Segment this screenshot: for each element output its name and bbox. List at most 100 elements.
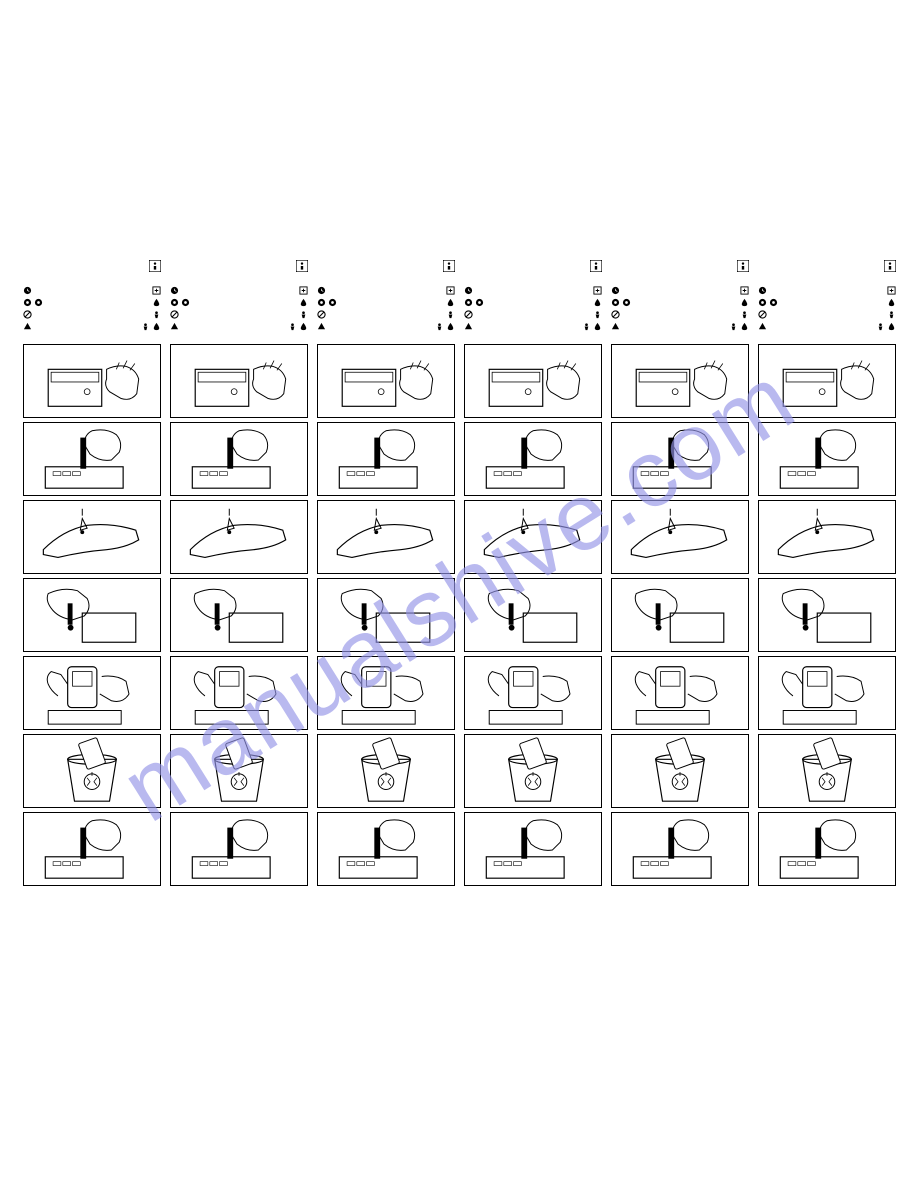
legend-icon-row: [611, 310, 749, 319]
icon-drop-icon: [152, 298, 161, 307]
icon-gear-icon: [622, 298, 631, 307]
icon-no-icon: [317, 310, 326, 319]
icon-no-icon: [464, 310, 473, 319]
step-illustration-3: [611, 500, 749, 574]
legend-icon-row: [170, 298, 308, 307]
icon-plus-icon: [887, 286, 896, 295]
icon-plus-icon: [593, 286, 602, 295]
icon-person-icon: [141, 322, 150, 331]
step-illustration-5: [464, 656, 602, 730]
icon-plus-icon: [740, 286, 749, 295]
icon-no-icon: [758, 310, 767, 319]
step-illustration-3: [23, 500, 161, 574]
step-illustration-4: [758, 578, 896, 652]
icon-person-icon: [446, 310, 455, 319]
legend-icon-row: [317, 310, 455, 319]
info-icon: [296, 260, 308, 272]
icon-person-icon: [593, 310, 602, 319]
instruction-column: [464, 260, 602, 890]
icon-person-icon: [729, 322, 738, 331]
icon-warn-icon: [23, 322, 32, 331]
step-illustration-2: [464, 422, 602, 496]
legend-icon-row: [23, 298, 161, 307]
step-illustration-4: [317, 578, 455, 652]
info-icon-row: [464, 260, 602, 278]
icon-gear-icon: [23, 298, 32, 307]
icon-drop-icon: [593, 322, 602, 331]
step-illustration-3: [170, 500, 308, 574]
step-illustration-5: [170, 656, 308, 730]
icon-drop-icon: [446, 298, 455, 307]
icon-gear-icon: [758, 298, 767, 307]
legend-icon-row: [611, 286, 749, 295]
step-illustration-7: [317, 812, 455, 886]
step-illustration-4: [464, 578, 602, 652]
instruction-column: [317, 260, 455, 890]
legend-icon-row: [170, 310, 308, 319]
legend-icon-row: [170, 322, 308, 331]
step-illustration-3: [317, 500, 455, 574]
step-illustration-5: [611, 656, 749, 730]
step-illustration-7: [170, 812, 308, 886]
step-illustration-6: [464, 734, 602, 808]
icon-no-icon: [611, 310, 620, 319]
step-illustration-4: [170, 578, 308, 652]
icon-gear-icon: [328, 298, 337, 307]
step-illustration-5: [23, 656, 161, 730]
step-illustration-7: [464, 812, 602, 886]
icon-drop-icon: [887, 298, 896, 307]
icon-person-icon: [152, 310, 161, 319]
step-illustration-7: [23, 812, 161, 886]
legend-icon-row: [317, 322, 455, 331]
step-illustration-6: [23, 734, 161, 808]
icon-person-icon: [887, 310, 896, 319]
step-illustration-5: [317, 656, 455, 730]
instruction-column: [23, 260, 161, 890]
step-illustration-6: [317, 734, 455, 808]
icon-drop-icon: [740, 298, 749, 307]
icon-clock-icon: [317, 286, 326, 295]
icon-warn-icon: [611, 322, 620, 331]
icon-gear-icon: [611, 298, 620, 307]
legend-icon-row: [464, 286, 602, 295]
step-illustration-1: [611, 344, 749, 418]
legend-icon-row: [758, 298, 896, 307]
step-illustration-4: [23, 578, 161, 652]
instruction-column: [170, 260, 308, 890]
info-icon-row: [758, 260, 896, 278]
step-illustration-1: [317, 344, 455, 418]
icon-gear-icon: [464, 298, 473, 307]
info-icon: [737, 260, 749, 272]
step-illustration-7: [611, 812, 749, 886]
step-illustration-3: [758, 500, 896, 574]
icon-clock-icon: [23, 286, 32, 295]
icon-gear-icon: [317, 298, 326, 307]
icon-clock-icon: [611, 286, 620, 295]
step-illustration-4: [611, 578, 749, 652]
legend-icon-row: [611, 322, 749, 331]
manual-page: manualshive.com: [0, 0, 918, 1188]
step-illustration-7: [758, 812, 896, 886]
icon-person-icon: [288, 322, 297, 331]
instruction-column: [611, 260, 749, 890]
icon-warn-icon: [464, 322, 473, 331]
info-icon-row: [611, 260, 749, 278]
legend-icon-row: [611, 298, 749, 307]
legend-icon-row: [464, 298, 602, 307]
icon-drop-icon: [446, 322, 455, 331]
legend-icon-row: [23, 310, 161, 319]
info-icon: [590, 260, 602, 272]
info-icon-row: [317, 260, 455, 278]
icon-no-icon: [23, 310, 32, 319]
icon-warn-icon: [758, 322, 767, 331]
legend-icon-row: [317, 298, 455, 307]
icon-drop-icon: [299, 298, 308, 307]
step-illustration-1: [170, 344, 308, 418]
legend-icon-row: [23, 286, 161, 295]
icon-warn-icon: [317, 322, 326, 331]
icon-gear-icon: [170, 298, 179, 307]
step-illustration-2: [758, 422, 896, 496]
icon-drop-icon: [887, 322, 896, 331]
step-illustration-2: [170, 422, 308, 496]
step-illustration-5: [758, 656, 896, 730]
